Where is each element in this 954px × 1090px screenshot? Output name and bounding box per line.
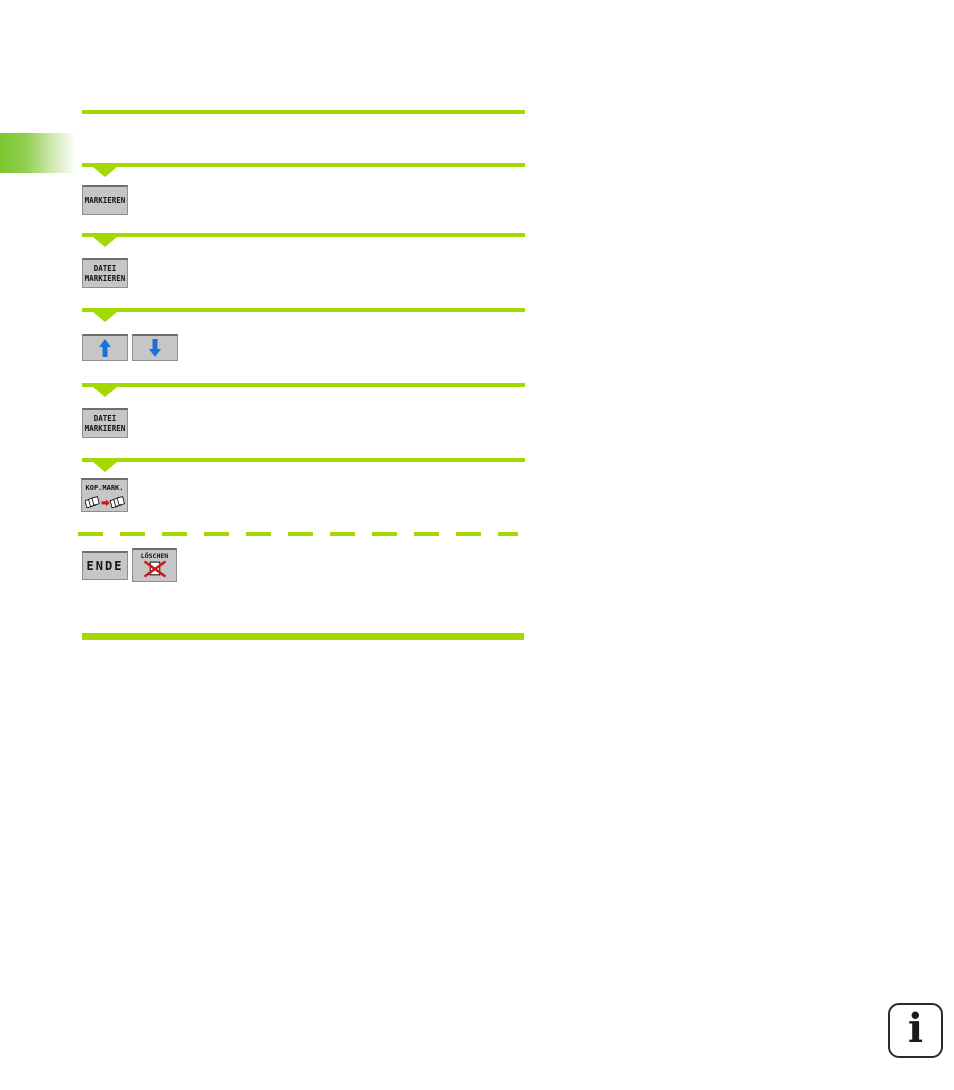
info-symbol: i	[888, 1003, 943, 1058]
softkey-markieren: MARKIEREN	[82, 185, 128, 215]
arrow-down-icon	[149, 339, 161, 357]
copy-marked-files-icon	[84, 496, 125, 509]
softkey-datei-markieren-2: DATEI MARKIEREN	[82, 408, 128, 438]
key-arrow-up	[82, 334, 128, 361]
key-ende: ENDE	[82, 551, 128, 580]
section-top-rule	[82, 110, 525, 114]
key-ende-label: ENDE	[86, 559, 124, 573]
softkey-loeschen: LÖSCHEN	[132, 548, 177, 582]
step-marker-triangle-icon	[93, 312, 117, 322]
step-rule-2	[82, 233, 525, 247]
step-marker-triangle-icon	[93, 462, 117, 472]
softkey-datei-markieren-label-line2: MARKIEREN	[84, 273, 126, 283]
dashed-separator-rule	[78, 532, 518, 536]
step-marker-triangle-icon	[93, 167, 117, 177]
softkey-kop-mark-label: KOP.MARK.	[85, 484, 124, 492]
softkey-kopieren-markierte: KOP.MARK.	[81, 478, 128, 512]
key-arrow-down	[132, 334, 178, 361]
delete-file-icon	[143, 560, 166, 578]
step-rule-5	[82, 458, 525, 472]
step-marker-triangle-icon	[93, 387, 117, 397]
softkey-loeschen-label: LÖSCHEN	[140, 552, 169, 560]
step-rule-3	[82, 308, 525, 322]
section-bottom-rule	[82, 633, 524, 640]
step-rule-1	[82, 163, 525, 177]
softkey-datei-markieren-2-label-line1: DATEI	[93, 413, 117, 423]
info-symbol-glyph: i	[907, 1004, 924, 1052]
softkey-datei-markieren-label-line1: DATEI	[93, 263, 117, 273]
softkey-datei-markieren: DATEI MARKIEREN	[82, 258, 128, 288]
arrow-up-icon	[99, 339, 111, 357]
softkey-datei-markieren-2-label-line2: MARKIEREN	[84, 423, 126, 433]
softkey-markieren-label: MARKIEREN	[84, 195, 126, 205]
step-marker-triangle-icon	[93, 237, 117, 247]
chapter-tab	[0, 133, 76, 173]
step-rule-4	[82, 383, 525, 397]
